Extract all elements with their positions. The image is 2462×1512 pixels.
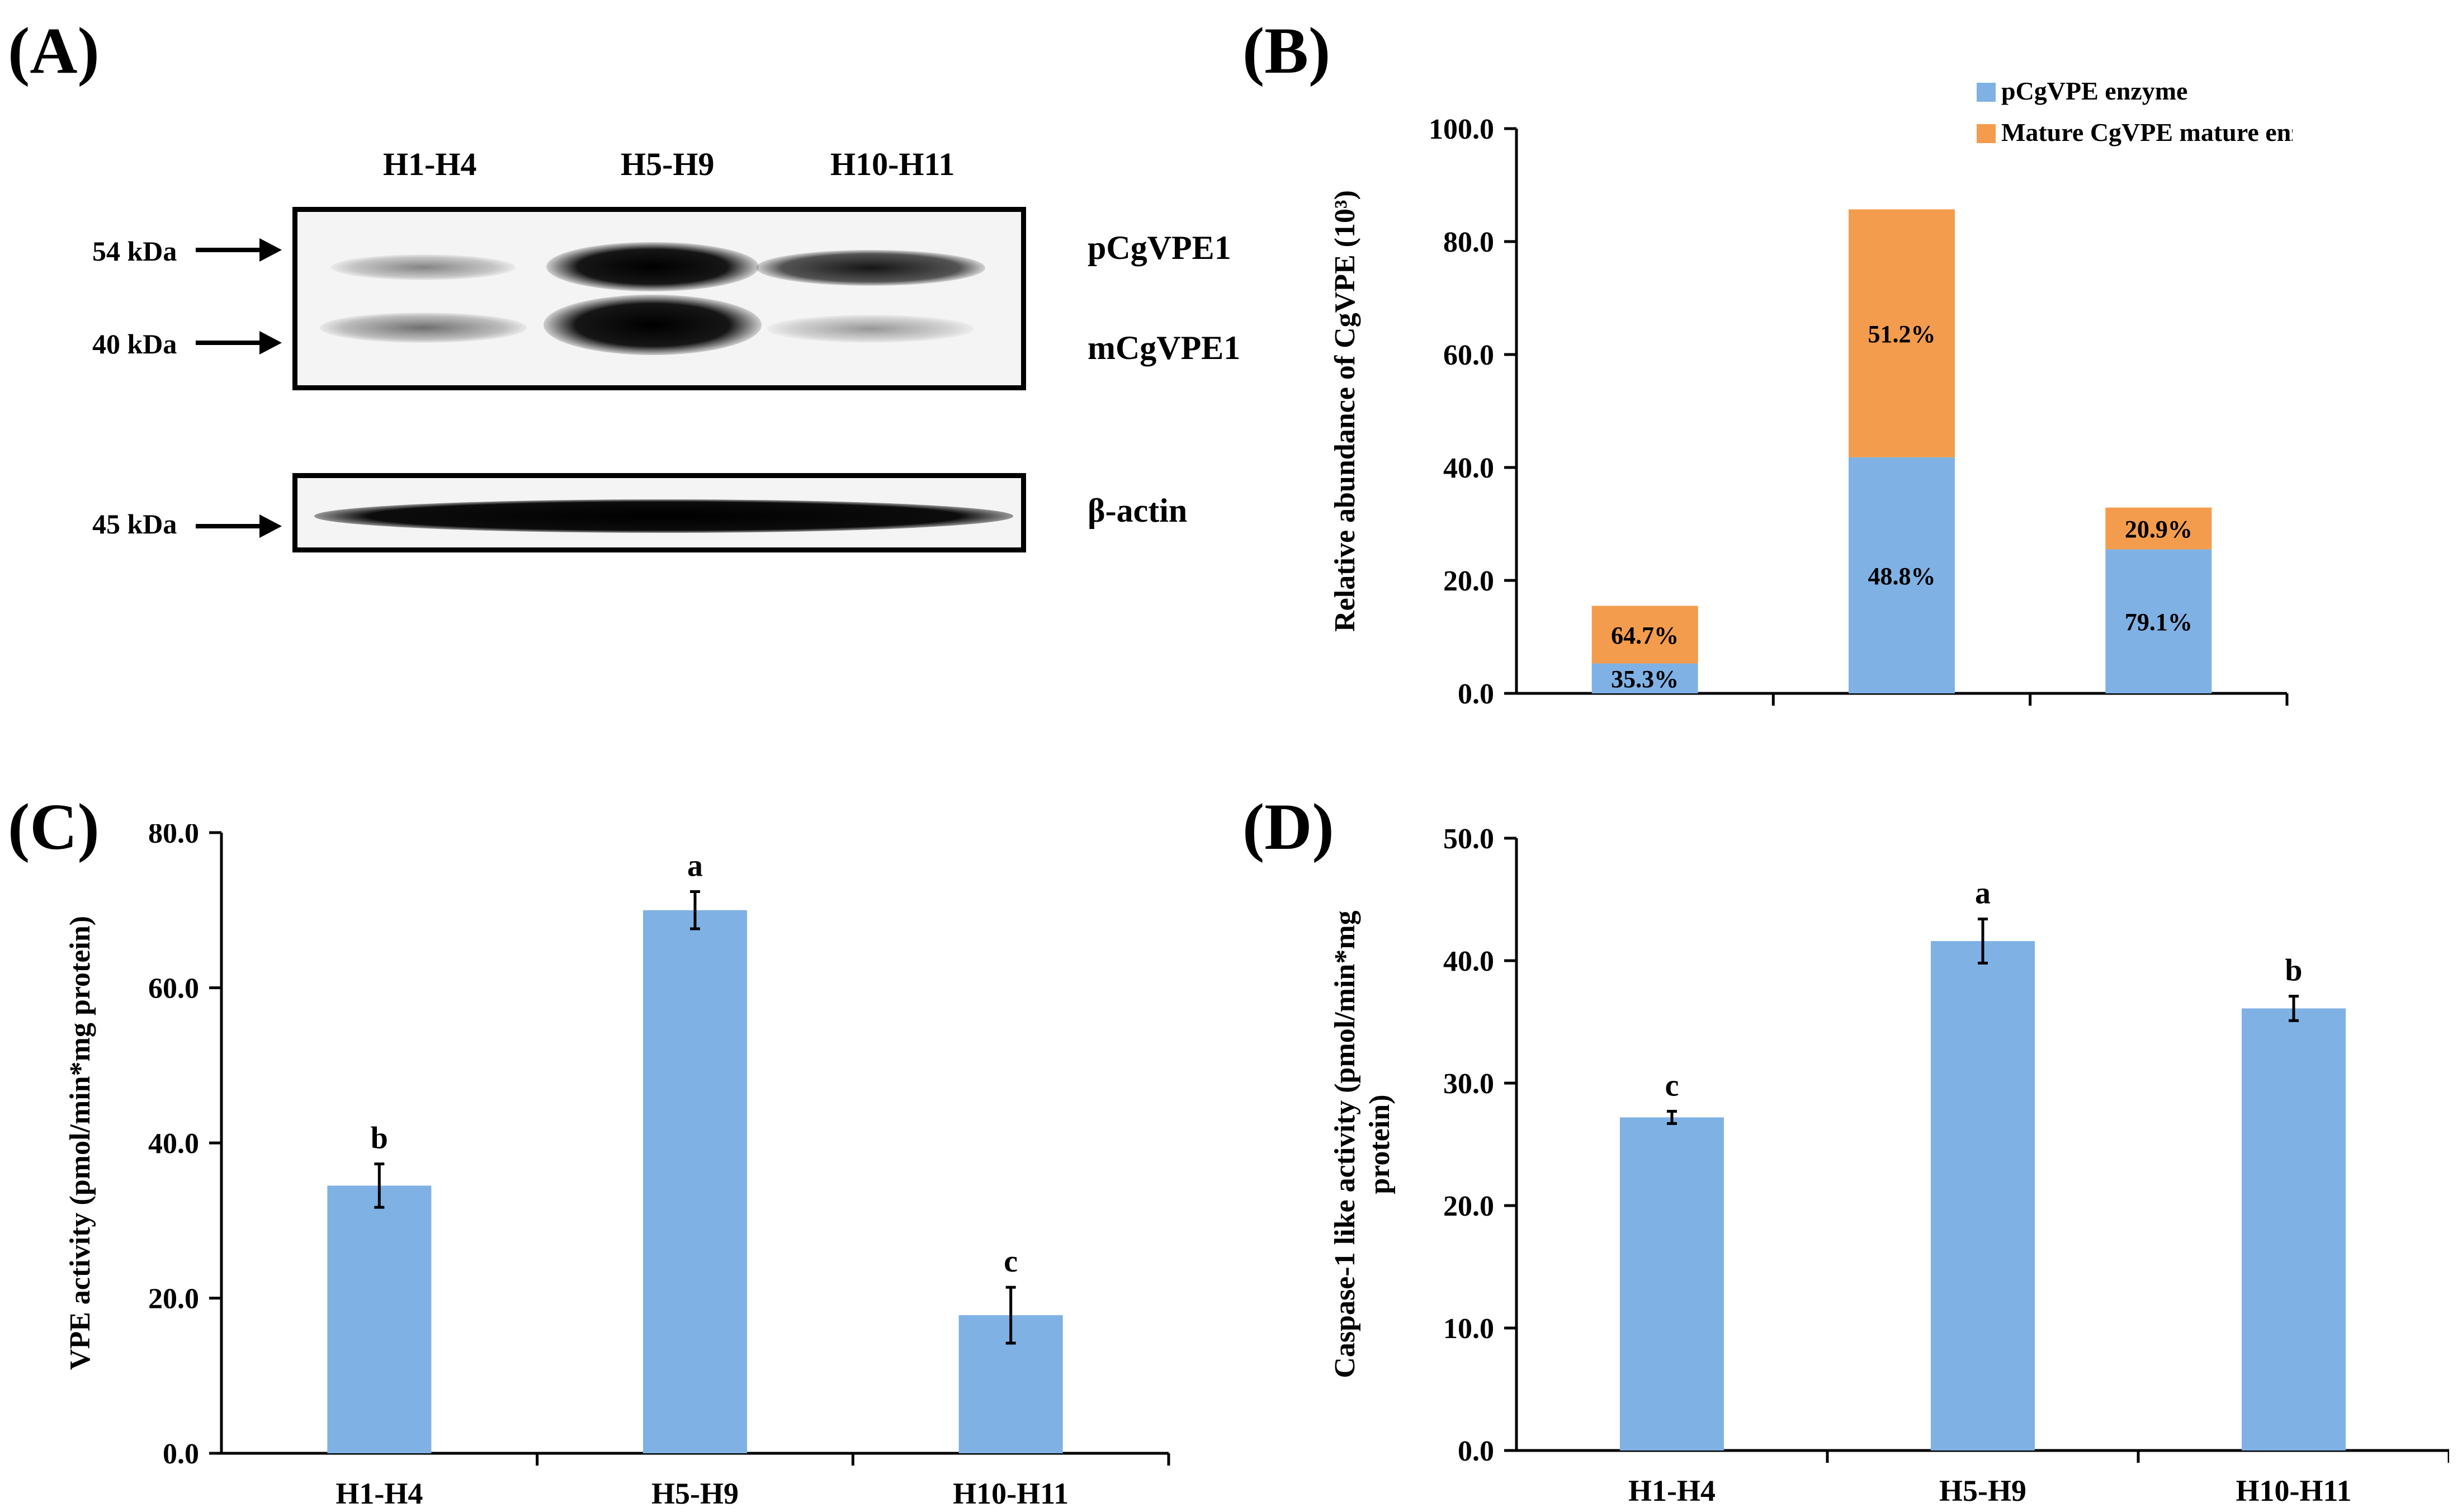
y-tick-label: 0.0	[163, 1438, 199, 1470]
blot-band	[331, 254, 516, 280]
data-label: 64.7%	[1611, 622, 1679, 649]
bar	[643, 910, 747, 1453]
y-axis-label: VPE activity (pmol/min*mg protein)	[64, 916, 96, 1370]
bar	[1931, 941, 2035, 1450]
band-label-mcgvpe1: mCgVPE1	[1088, 329, 1241, 366]
y-tick-label: 40.0	[1443, 452, 1494, 484]
legend-swatch	[1977, 124, 1996, 143]
y-tick-label: 60.0	[148, 973, 199, 1005]
lane-label: H5-H9	[621, 146, 715, 182]
data-label: 79.1%	[2125, 608, 2192, 636]
significance-letter: a	[687, 848, 703, 883]
y-tick-label: 30.0	[1443, 1068, 1494, 1100]
x-tick-label: H5-H9	[651, 1477, 739, 1510]
bar	[1591, 663, 1698, 693]
bar	[1849, 209, 1955, 457]
blot-band	[546, 242, 759, 291]
y-axis-label: Caspase-1 like activity (pmol/min*mg	[1329, 910, 1361, 1378]
data-label: 51.2%	[1868, 320, 1936, 348]
y-tick-label: 100.0	[1429, 114, 1494, 145]
blot-band	[767, 315, 974, 343]
lane-label: H1-H4	[383, 146, 477, 182]
chart-b: 0.020.040.060.080.0100.0H1-H4H5-H9H10-H1…	[1329, 77, 2293, 710]
y-tick-label: 60.0	[1443, 339, 1494, 371]
bar	[2105, 507, 2212, 550]
mw-marker-45: 45 kDa	[92, 508, 177, 540]
bar	[2105, 549, 2212, 693]
arrow-54	[196, 238, 282, 262]
panel-b-letter: (B)	[1242, 14, 1331, 87]
significance-letter: b	[2285, 953, 2302, 988]
y-tick-label: 10.0	[1443, 1313, 1494, 1345]
legend-label: pCgVPE enzyme	[2001, 77, 2187, 105]
y-tick-label: 20.0	[148, 1283, 199, 1315]
significance-letter: a	[1975, 876, 1991, 911]
panel-c-letter: (C)	[8, 790, 100, 863]
y-tick-label: 0.0	[1458, 678, 1494, 710]
legend-swatch	[1977, 83, 1996, 102]
y-tick-label: 80.0	[1443, 226, 1494, 258]
y-tick-label: 40.0	[148, 1128, 199, 1160]
arrow-40	[196, 331, 282, 355]
chart-d: 0.0 10.0 20.0 30.0 40.0 50.0 H1-H4 H5-H9 H10-H11…	[1329, 824, 2449, 1508]
lane-label: H10-H11	[830, 146, 955, 182]
data-label: 20.9%	[2125, 516, 2192, 543]
x-tick-label: H1-H4	[335, 1477, 423, 1510]
x-tick-label: H10-H11	[953, 1477, 1069, 1510]
y-tick-label: 80.0	[148, 824, 199, 849]
bar	[1620, 1117, 1724, 1450]
bar	[1591, 606, 1698, 664]
blot-band	[544, 295, 762, 355]
legend-label: Mature CgVPE mature enzyme	[2001, 118, 2293, 147]
significance-letter: c	[1004, 1244, 1018, 1279]
y-tick-label: 40.0	[1443, 946, 1494, 977]
blot-membrane-actin	[292, 473, 1026, 552]
y-tick-label: 20.0	[1443, 565, 1494, 597]
y-tick-label: 20.0	[1443, 1190, 1494, 1222]
y-axis-label: Relative abundance of CgVPE (10³)	[1329, 190, 1361, 632]
mw-marker-40: 40 kDa	[92, 328, 177, 360]
arrow-45	[196, 514, 282, 538]
y-tick-label: 0.0	[1458, 1435, 1494, 1467]
panel-a-letter: (A)	[8, 14, 100, 87]
y-axis-label: protein)	[1364, 1094, 1396, 1194]
blot-band	[314, 499, 1013, 533]
significance-letter: c	[1665, 1068, 1679, 1103]
band-label-beta-actin: β-actin	[1088, 492, 1188, 529]
mw-marker-54: 54 kDa	[92, 235, 177, 267]
panel-d-letter: (D)	[1242, 790, 1334, 863]
x-tick-label: H1-H4	[1628, 1474, 1716, 1508]
blot-band	[320, 313, 527, 343]
x-tick-label: H5-H9	[1939, 1474, 2026, 1508]
blot-band	[756, 250, 985, 286]
data-label: 35.3%	[1611, 665, 1679, 693]
significance-letter: b	[371, 1121, 388, 1155]
y-tick-label: 50.0	[1443, 824, 1494, 855]
bar	[327, 1185, 432, 1453]
chart-c: 0.0 20.0 40.0 60.0 80.0 H1-H4 H5-H9 H10-H11 b a c V…	[64, 824, 1170, 1510]
bar	[2242, 1008, 2346, 1450]
bar	[1849, 457, 1955, 693]
data-label: 48.8%	[1868, 563, 1936, 590]
x-tick-label: H10-H11	[2236, 1474, 2351, 1508]
band-label-pcgvpe1: pCgVPE1	[1088, 229, 1231, 266]
blot-membrane-vpe	[292, 207, 1026, 390]
